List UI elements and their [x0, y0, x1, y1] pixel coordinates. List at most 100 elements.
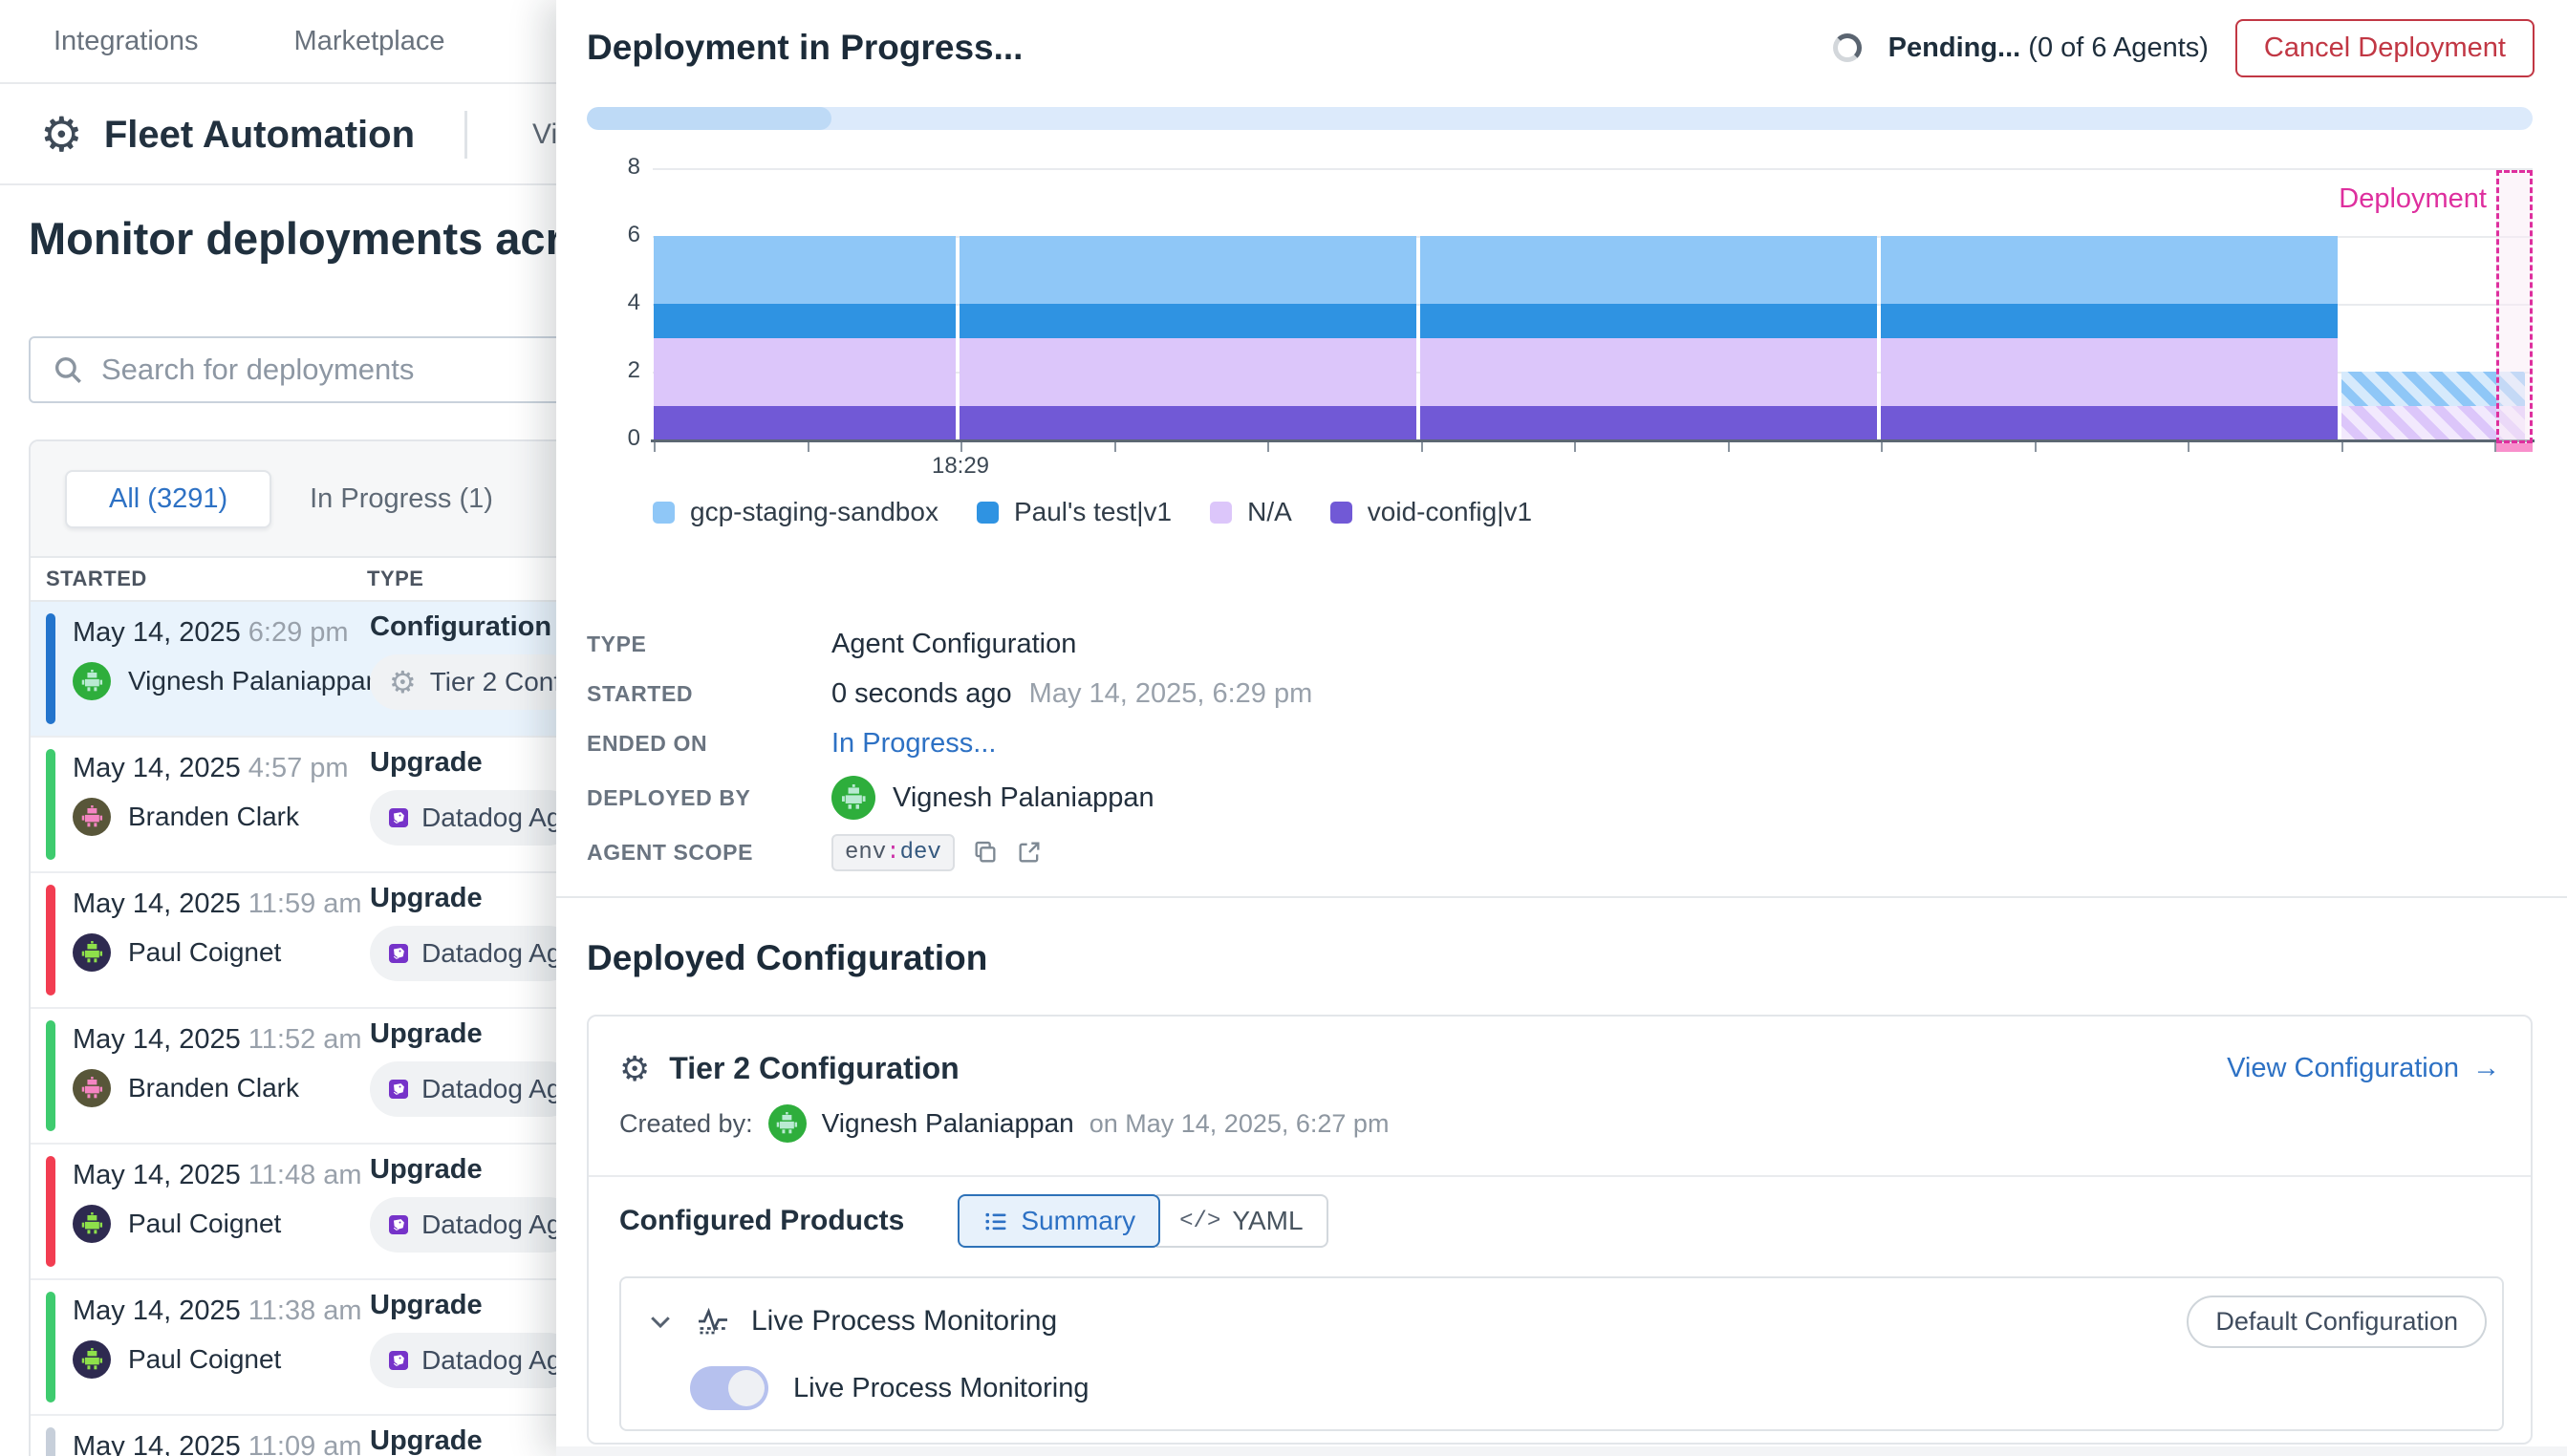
product-header[interactable]: Live Process Monitoring Default Configur… — [646, 1292, 2487, 1351]
avatar — [73, 662, 111, 700]
panel-header: Deployment in Progress... Pending... (0 … — [587, 0, 2535, 96]
avatar — [831, 776, 875, 820]
tab-in-progress[interactable]: In Progress (1) — [310, 482, 493, 514]
y-axis-tick-label: 6 — [627, 222, 640, 247]
avatar — [73, 1205, 111, 1243]
in-progress-link[interactable]: In Progress... — [831, 727, 997, 759]
list-icon — [985, 1212, 1006, 1231]
tab-yaml[interactable]: </> YAML — [1156, 1194, 1328, 1248]
bar-segment-void-config-v1 — [1420, 405, 1877, 439]
row-user: Paul Coignet — [128, 1209, 282, 1238]
bar-segment-paul-s-test-v1 — [654, 304, 956, 338]
row-config-pill[interactable]: Datadog Age — [370, 926, 576, 981]
column-header-type: TYPE — [367, 567, 424, 590]
legend-swatch — [1210, 501, 1233, 524]
legend-item[interactable]: gcp-staging-sandbox — [653, 497, 938, 527]
pending-spinner-icon — [1832, 33, 1862, 62]
detail-label: AGENT SCOPE — [587, 839, 754, 865]
x-axis-tick — [2034, 442, 2037, 452]
legend-item[interactable]: Paul's test|v1 — [976, 497, 1172, 527]
tab-summary[interactable]: Summary — [958, 1194, 1161, 1248]
created-by-row: Created by: Vignesh Palaniappan on May 1… — [619, 1104, 1389, 1143]
product-name: Live Process Monitoring — [751, 1305, 1058, 1337]
configuration-title-row: ⚙ Tier 2 Configuration View Configuratio… — [619, 1051, 2500, 1086]
row-user: Paul Coignet — [128, 937, 282, 967]
deployment-annotation-box — [2496, 170, 2533, 443]
fleet-automation-icon: ⚙ — [40, 108, 83, 161]
x-axis-tick — [2494, 442, 2496, 452]
row-type: Upgrade — [370, 883, 483, 913]
x-axis-tick — [807, 442, 809, 452]
detail-value-started: 0 seconds ago May 14, 2025, 6:29 pm — [831, 677, 1313, 709]
row-type: Upgrade — [370, 1018, 483, 1049]
bar-segment-gcp-staging-sandbox — [654, 236, 956, 304]
chart-legend: gcp-staging-sandbox Paul's test|v1 N/A v… — [653, 497, 1532, 527]
bar-segment-n-a — [1420, 337, 1877, 406]
live-process-monitoring-toggle[interactable] — [690, 1366, 768, 1410]
row-type: Configuration — [370, 611, 552, 642]
legend-swatch — [1329, 501, 1352, 524]
panel-bottom-strip — [556, 1446, 2567, 1456]
status-bar — [46, 1427, 55, 1456]
x-axis-tick — [960, 442, 962, 452]
legend-label: gcp-staging-sandbox — [690, 497, 938, 526]
bar-segment-gcp-staging-sandbox — [1420, 236, 1877, 304]
x-axis-tick-label: 18:29 — [931, 453, 990, 479]
datadog-logo-icon — [389, 943, 409, 964]
copy-icon[interactable] — [972, 839, 999, 866]
legend-label: N/A — [1247, 497, 1292, 526]
datadog-logo-icon — [389, 807, 409, 828]
x-axis-tick — [1267, 442, 1269, 452]
agent-scope-tag[interactable]: env:dev — [831, 833, 955, 871]
open-in-new-icon[interactable] — [1016, 839, 1043, 866]
bar-segment-n-a — [1881, 337, 2338, 406]
toggle-label: Live Process Monitoring — [793, 1372, 1089, 1403]
detail-label: TYPE — [587, 631, 647, 656]
x-axis-tick — [2188, 442, 2190, 452]
bar-segment-paul-s-test-v1 — [1420, 304, 1877, 338]
row-date: May 14, 2025 6:29 pm — [73, 617, 349, 648]
tab-all[interactable]: All (3291) — [65, 469, 272, 528]
bar-segment-void-config-v1 — [960, 405, 1416, 439]
row-date: May 14, 2025 11:48 am — [73, 1160, 362, 1190]
deployment-panel: Deployment in Progress... Pending... (0 … — [556, 0, 2567, 1456]
panel-title: Deployment in Progress... — [587, 28, 1024, 67]
legend-item[interactable]: void-config|v1 — [1329, 497, 1532, 527]
row-config-pill[interactable]: ⚙ Tier 2 Confi — [370, 654, 576, 710]
status-bar — [46, 1292, 55, 1402]
y-axis-tick-label: 0 — [627, 425, 640, 451]
legend-item[interactable]: N/A — [1210, 497, 1292, 527]
nav-item-integrations[interactable]: Integrations — [54, 25, 199, 56]
row-date: May 14, 2025 4:57 pm — [73, 753, 349, 783]
gear-icon: ⚙ — [619, 1048, 651, 1088]
created-by-label: Created by: — [619, 1108, 753, 1138]
detail-row-agent-scope: AGENT SCOPE env:dev — [587, 827, 1925, 877]
deployment-progress-bar — [587, 107, 2533, 130]
app-title: Fleet Automation — [103, 113, 416, 156]
search-placeholder: Search for deployments — [101, 353, 415, 386]
row-type: Upgrade — [370, 747, 483, 778]
row-config-pill[interactable]: Datadog Age — [370, 1061, 576, 1117]
avatar — [831, 776, 875, 820]
deployment-details: TYPE Agent Configuration STARTED 0 secon… — [587, 619, 1925, 877]
deployed-configuration-heading: Deployed Configuration — [587, 938, 988, 977]
detail-value-type: Agent Configuration — [831, 628, 1077, 659]
detail-row-started: STARTED 0 seconds ago May 14, 2025, 6:29… — [587, 669, 1925, 718]
row-config-pill[interactable]: Datadog Age — [370, 1197, 576, 1253]
row-config-pill[interactable]: Datadog Age — [370, 1333, 576, 1388]
bar-segment-n-a — [654, 337, 956, 406]
status-bar — [46, 613, 55, 724]
bar-segment-paul-s-test-v1 — [1881, 304, 2338, 338]
deployment-annotation-label: Deployment — [2339, 183, 2487, 214]
detail-label: DEPLOYED BY — [587, 784, 751, 810]
chevron-down-icon[interactable] — [646, 1307, 675, 1336]
view-configuration-link[interactable]: View Configuration → — [2227, 1053, 2500, 1083]
page-title: Monitor deployments acr — [29, 213, 563, 264]
row-config-pill[interactable]: Datadog Age — [370, 790, 576, 846]
arrow-right-icon: → — [2472, 1053, 2500, 1083]
product-toggle-row: Live Process Monitoring — [690, 1366, 1089, 1410]
deployment-annotation-marker — [2496, 443, 2533, 452]
legend-swatch — [653, 501, 675, 524]
cancel-deployment-button[interactable]: Cancel Deployment — [2234, 18, 2535, 77]
nav-item-marketplace[interactable]: Marketplace — [293, 25, 445, 56]
